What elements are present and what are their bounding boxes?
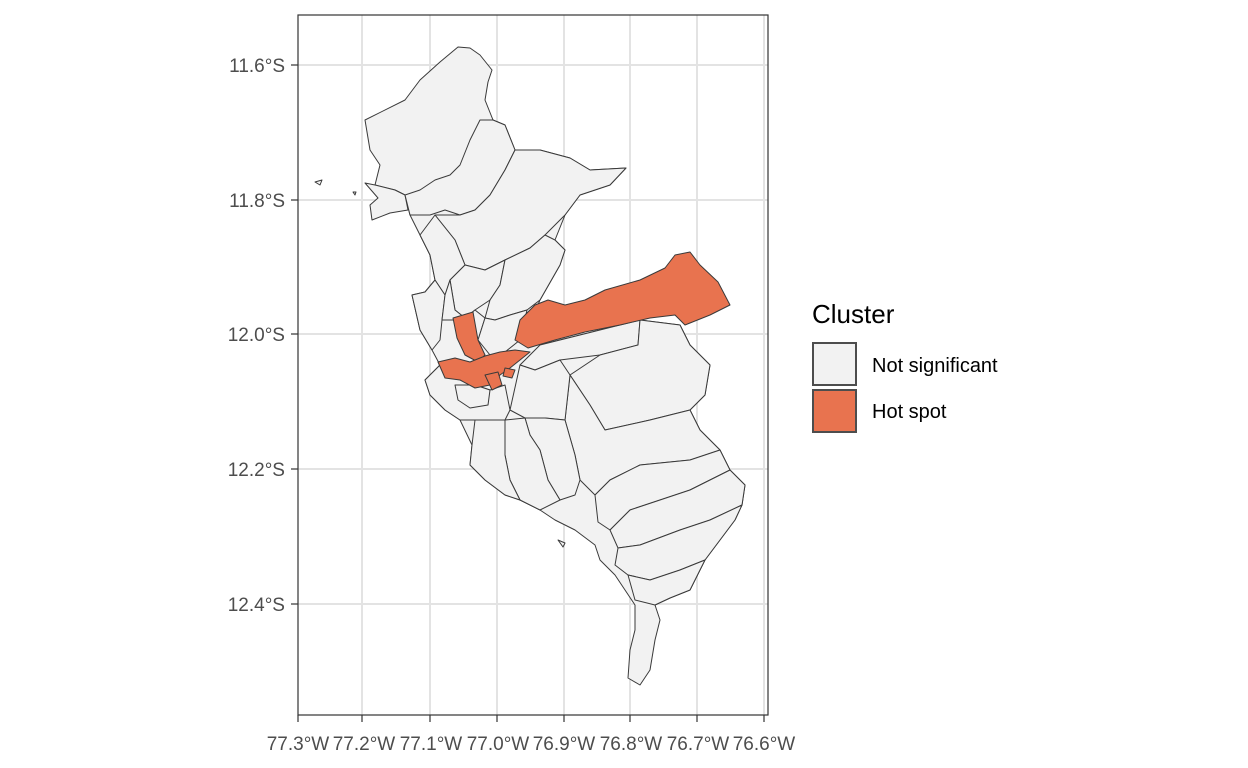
map-regions-hot-spot: [437, 251, 731, 391]
hot-spot-central: [437, 349, 531, 389]
panel-border: [297, 14, 769, 716]
x-tick-label: 77.2°W: [333, 734, 396, 755]
hot-spot-east: [514, 251, 731, 349]
legend-swatch-not-significant: [812, 342, 857, 386]
legend: Cluster Not significant Hot spot: [812, 299, 998, 433]
y-tick-label: 11.6°S: [229, 56, 285, 77]
y-axis: 11.6°S 11.8°S 12.0°S 12.2°S 12.4°S: [228, 56, 298, 616]
x-tick-label: 77.1°W: [400, 734, 463, 755]
legend-label-not-significant: Not significant: [872, 355, 998, 377]
hot-spot-small-2: [502, 367, 516, 379]
x-tick-label: 76.7°W: [667, 734, 730, 755]
legend-label-hot-spot: Hot spot: [872, 401, 947, 423]
y-tick-label: 12.0°S: [228, 325, 285, 346]
x-tick-label: 76.8°W: [600, 734, 663, 755]
map-regions-not-significant: [314, 46, 746, 686]
x-tick-label: 77.0°W: [467, 734, 530, 755]
legend-swatch-hot-spot: [812, 389, 857, 433]
y-tick-label: 11.8°S: [229, 191, 285, 212]
x-axis: 77.3°W 77.2°W 77.1°W 77.0°W 76.9°W 76.8°…: [267, 715, 796, 755]
y-tick-label: 12.2°S: [228, 460, 285, 481]
legend-title: Cluster: [812, 299, 895, 329]
x-tick-label: 77.3°W: [267, 734, 330, 755]
x-tick-label: 76.6°W: [733, 734, 796, 755]
y-tick-label: 12.4°S: [228, 595, 285, 616]
x-tick-label: 76.9°W: [533, 734, 596, 755]
hot-spot-small-1: [484, 371, 503, 391]
